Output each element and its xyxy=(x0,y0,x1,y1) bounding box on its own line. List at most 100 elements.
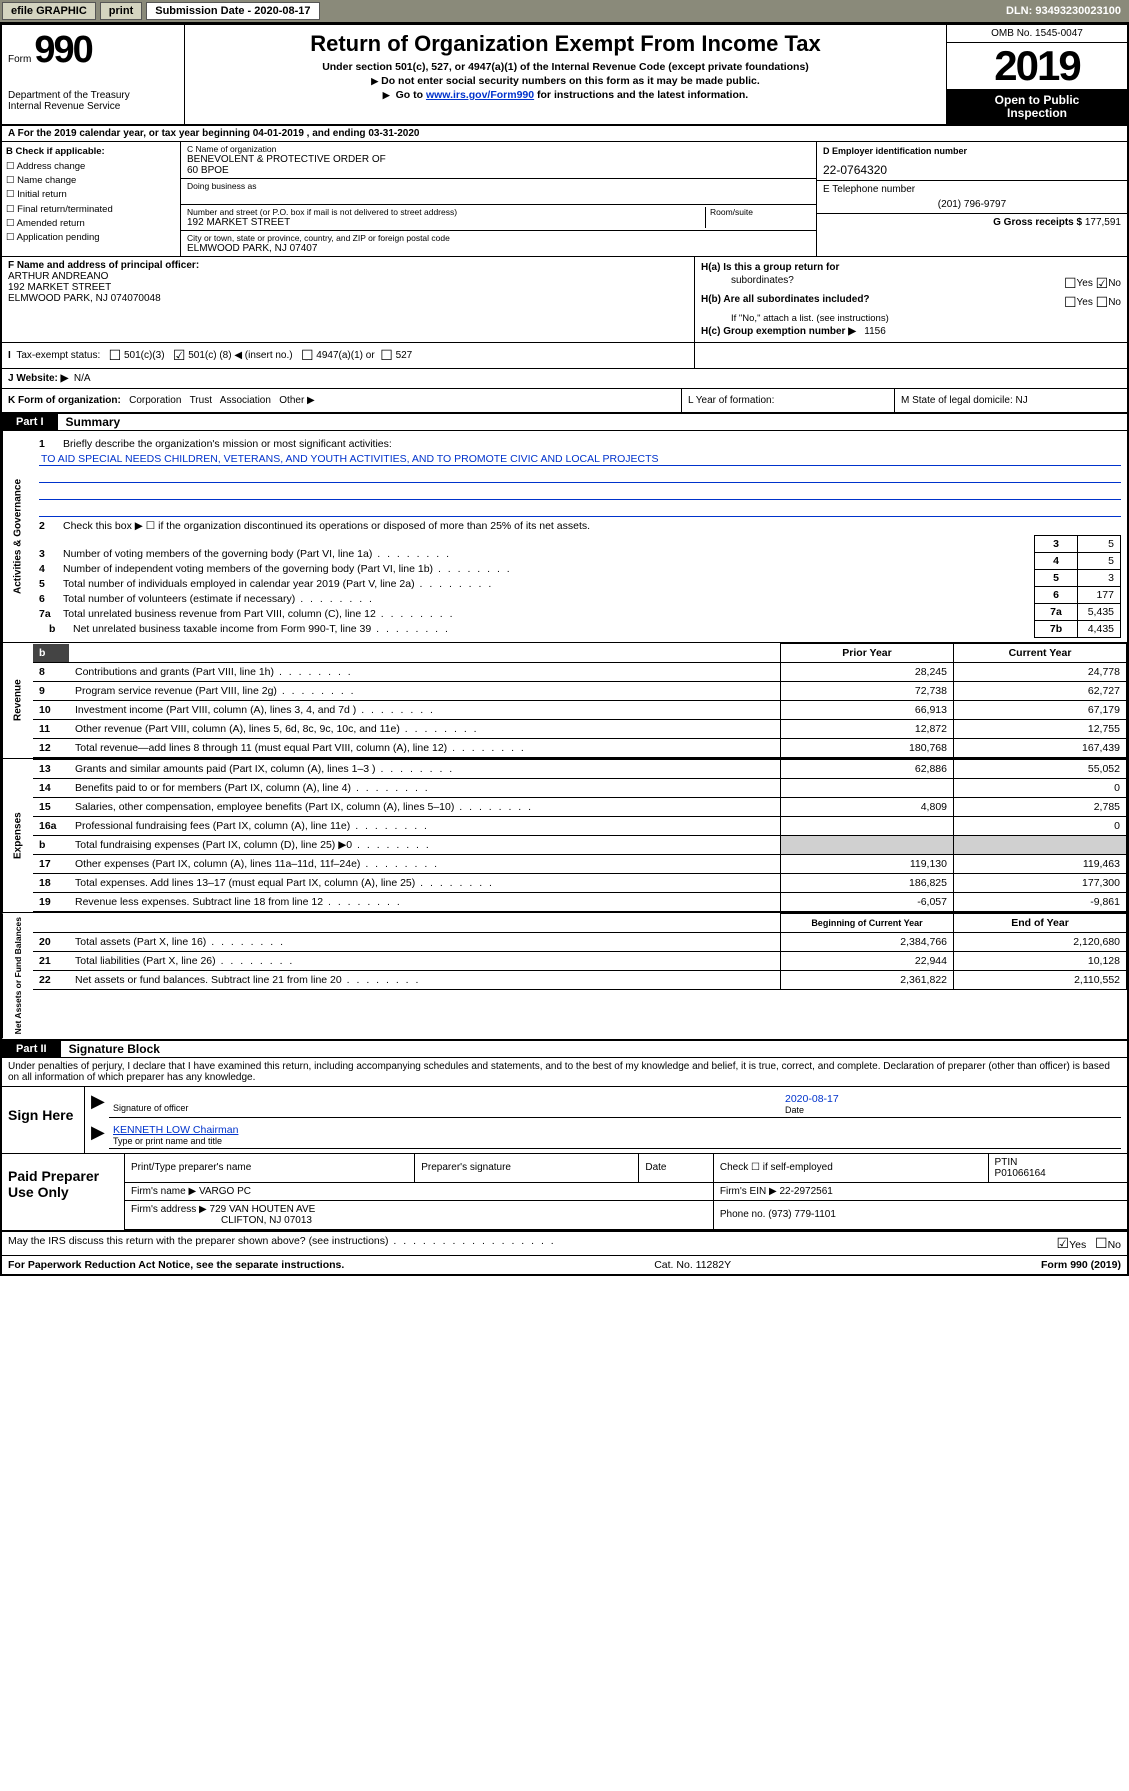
row-current: 2,785 xyxy=(954,798,1127,817)
gross-box: G Gross receipts $ 177,591 xyxy=(817,214,1127,231)
sign-here-label: Sign Here xyxy=(2,1087,85,1153)
yes-lbl2: Yes xyxy=(1077,298,1093,309)
section-revenue: Revenue b Prior Year Current Year 8Contr… xyxy=(2,643,1127,759)
hb-no[interactable] xyxy=(1096,298,1109,309)
ck-address-change[interactable]: Address change xyxy=(6,160,176,173)
ck-501c3[interactable] xyxy=(109,351,122,362)
line-3: Number of voting members of the governin… xyxy=(63,548,1034,560)
sig-date: 2020-08-17 xyxy=(785,1093,1117,1105)
row-prior: 4,809 xyxy=(781,798,954,817)
row-current: 177,300 xyxy=(954,874,1127,893)
row-current: 0 xyxy=(954,817,1127,836)
sig-officer-box[interactable]: Signature of officer xyxy=(109,1091,781,1118)
section-i: I Tax-exempt status: 501(c)(3) 501(c) (8… xyxy=(2,343,1127,369)
part-1-title: Summary xyxy=(58,415,121,429)
row-desc: Total assets (Part X, line 16) xyxy=(69,933,781,952)
row-desc: Program service revenue (Part VIII, line… xyxy=(69,682,781,701)
subtitle-2: Do not enter social security numbers on … xyxy=(193,75,938,87)
row-prior: 22,944 xyxy=(781,952,954,971)
hdr-current: Current Year xyxy=(954,644,1127,663)
row-current: -9,861 xyxy=(954,893,1127,912)
discuss-yes[interactable]: Yes xyxy=(1069,1239,1086,1251)
col-f-officer: F Name and address of principal officer:… xyxy=(2,257,695,342)
ck-application-pending[interactable]: Application pending xyxy=(6,231,176,244)
ck-name-change[interactable]: Name change xyxy=(6,174,176,187)
header-left: Form 990 Department of the Treasury Inte… xyxy=(2,25,185,124)
ha-sub: subordinates? xyxy=(701,275,794,292)
irs-link[interactable]: www.irs.gov/Form990 xyxy=(426,89,534,101)
dln-label: DLN: 93493230023100 xyxy=(1006,5,1129,17)
ck-4947[interactable] xyxy=(301,351,314,362)
mission-text: TO AID SPECIAL NEEDS CHILDREN, VETERANS,… xyxy=(39,453,1121,466)
sig-arrow-1: ▶ xyxy=(91,1091,109,1118)
table-row: 20Total assets (Part X, line 16)2,384,76… xyxy=(33,933,1127,952)
header-row: Form 990 Department of the Treasury Inte… xyxy=(2,25,1127,126)
dept-label: Department of the Treasury Internal Reve… xyxy=(8,90,178,112)
hb-yes[interactable] xyxy=(1064,298,1077,309)
vlabel-expenses: Expenses xyxy=(2,759,33,912)
row-prior: 119,130 xyxy=(781,855,954,874)
paid-preparer-section: Paid Preparer Use Only Print/Type prepar… xyxy=(2,1154,1127,1232)
print-button[interactable]: print xyxy=(100,2,142,20)
ck-527[interactable] xyxy=(380,351,393,362)
row-current xyxy=(954,836,1127,855)
prep-date-hdr: Date xyxy=(639,1154,713,1183)
ha-no[interactable] xyxy=(1096,279,1109,290)
table-row: 10Investment income (Part VIII, column (… xyxy=(33,701,1127,720)
discuss-no[interactable]: No xyxy=(1108,1239,1121,1251)
submission-date: Submission Date - 2020-08-17 xyxy=(146,2,319,20)
table-row: bTotal fundraising expenses (Part IX, co… xyxy=(33,836,1127,855)
v7b: 4,435 xyxy=(1078,621,1121,638)
row-current: 167,439 xyxy=(954,739,1127,758)
hc-label: H(c) Group exemption number ▶ xyxy=(701,326,856,337)
sig-name-box: KENNETH LOW Chairman Type or print name … xyxy=(109,1122,1121,1149)
firm-addr-2: CLIFTON, NJ 07013 xyxy=(131,1215,312,1226)
col-m: M State of legal domicile: NJ xyxy=(894,389,1127,412)
org-name-box: C Name of organization BENEVOLENT & PROT… xyxy=(181,142,816,179)
room-suite: Room/suite xyxy=(705,207,810,228)
row-desc: Total revenue—add lines 8 through 11 (mu… xyxy=(69,739,781,758)
prep-self-hdr: Check ☐ if self-employed xyxy=(713,1154,988,1183)
goto-pre: Go to xyxy=(396,89,426,101)
ck-amended-return[interactable]: Amended return xyxy=(6,217,176,230)
ck-501c[interactable] xyxy=(173,351,186,362)
officer-addr: 192 MARKET STREET xyxy=(8,282,111,293)
col-de: D Employer identification number 22-0764… xyxy=(817,142,1127,256)
ck-final-return[interactable]: Final return/terminated xyxy=(6,203,176,216)
row-prior: -6,057 xyxy=(781,893,954,912)
vlabel-revenue: Revenue xyxy=(2,643,33,758)
sig-name-label: Type or print name and title xyxy=(113,1136,222,1146)
net-rows: 20Total assets (Part X, line 16)2,384,76… xyxy=(33,933,1127,990)
efile-button[interactable]: efile GRAPHIC xyxy=(2,2,96,20)
org-name-label: C Name of organization xyxy=(187,144,810,154)
officer-name: ARTHUR ANDREANO xyxy=(8,271,108,282)
part-1-tab: Part I xyxy=(2,414,58,430)
row-prior xyxy=(781,817,954,836)
open-public-badge: Open to Public Inspection xyxy=(947,90,1127,124)
row-num: b xyxy=(33,836,69,855)
row-current: 2,110,552 xyxy=(954,971,1127,990)
row-prior: 2,384,766 xyxy=(781,933,954,952)
header-center: Return of Organization Exempt From Incom… xyxy=(185,25,947,124)
tel-value: (201) 796-9797 xyxy=(823,199,1121,210)
row-current: 119,463 xyxy=(954,855,1127,874)
row-current: 0 xyxy=(954,779,1127,798)
hdr-end: End of Year xyxy=(954,914,1127,933)
row-current: 10,128 xyxy=(954,952,1127,971)
firm-addr-1: 729 VAN HOUTEN AVE xyxy=(210,1204,316,1215)
paid-right: Print/Type preparer's name Preparer's si… xyxy=(125,1154,1127,1230)
ha-yes[interactable] xyxy=(1064,279,1077,290)
ck-initial-return[interactable]: Initial return xyxy=(6,188,176,201)
part-2-tab: Part II xyxy=(2,1041,61,1057)
yes-lbl: Yes xyxy=(1077,279,1093,290)
expenses-rows: 13Grants and similar amounts paid (Part … xyxy=(33,760,1127,912)
footer: For Paperwork Reduction Act Notice, see … xyxy=(2,1256,1127,1274)
website-value: N/A xyxy=(74,373,91,384)
mission-line-3 xyxy=(39,485,1121,500)
sig-arrow-2: ▶ xyxy=(91,1122,109,1149)
row-desc: Benefits paid to or for members (Part IX… xyxy=(69,779,781,798)
addr-value: 192 MARKET STREET xyxy=(187,217,290,228)
mission-line-4 xyxy=(39,502,1121,517)
city-value: ELMWOOD PARK, NJ 07407 xyxy=(187,243,317,254)
table-row: 14Benefits paid to or for members (Part … xyxy=(33,779,1127,798)
